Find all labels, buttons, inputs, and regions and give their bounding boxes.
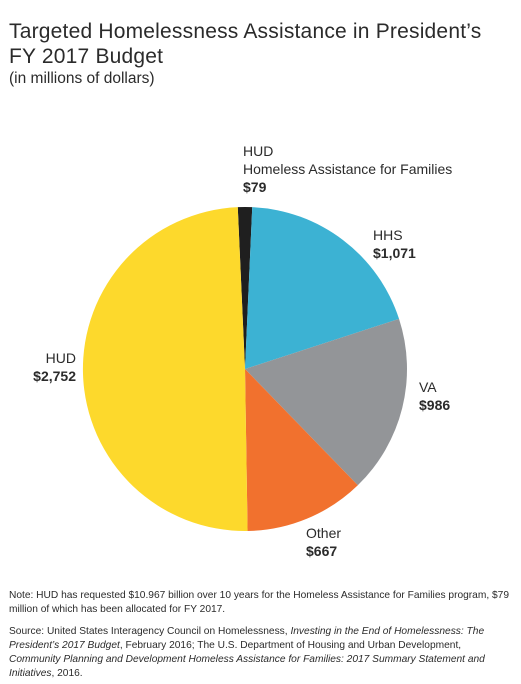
source-title-2: Community Planning and Development Homel…	[9, 654, 485, 679]
label-hud: HUD $2,752	[14, 349, 76, 385]
label-va: VA $986	[419, 378, 450, 414]
label-hud-homeless-families-line1: HUD	[243, 143, 274, 159]
source-prefix: Source: United States Interagency Counci…	[9, 626, 291, 637]
label-hhs-name: HHS	[373, 227, 403, 243]
label-hud-value: $2,752	[33, 368, 76, 384]
label-va-value: $986	[419, 397, 451, 413]
slice-hud	[82, 207, 248, 532]
label-hhs-value: $1,071	[373, 245, 416, 261]
slice-hhs	[245, 207, 400, 369]
slice-hud-homeless-families	[237, 206, 253, 369]
label-hud-homeless-families-line2: Homeless Assistance for Families	[243, 161, 453, 177]
source-mid: , February 2016; The U.S. Department of …	[119, 640, 462, 651]
slice-va	[245, 318, 407, 486]
chart-subtitle: (in millions of dollars)	[9, 70, 155, 87]
label-hhs: HHS $1,071	[373, 226, 416, 262]
label-other-value: $667	[306, 543, 338, 559]
label-hud-homeless-families: HUD Homeless Assistance for Families $79	[243, 142, 452, 196]
slice-other	[245, 369, 358, 531]
source-title-1: Investing in the End of Homelessness: Th…	[9, 626, 485, 651]
label-va-name: VA	[419, 379, 437, 395]
label-hud-homeless-families-value: $79	[243, 179, 267, 195]
footnote: Note: HUD has requested $10.967 billion …	[9, 590, 509, 615]
label-other-name: Other	[306, 525, 342, 541]
label-hud-name: HUD	[45, 350, 76, 366]
source-citation: Source: United States Interagency Counci…	[9, 625, 514, 681]
source-suffix: , 2016.	[51, 668, 83, 679]
label-other: Other $667	[306, 524, 341, 560]
chart-title: Targeted Homelessness Assistance in Pres…	[9, 20, 482, 68]
